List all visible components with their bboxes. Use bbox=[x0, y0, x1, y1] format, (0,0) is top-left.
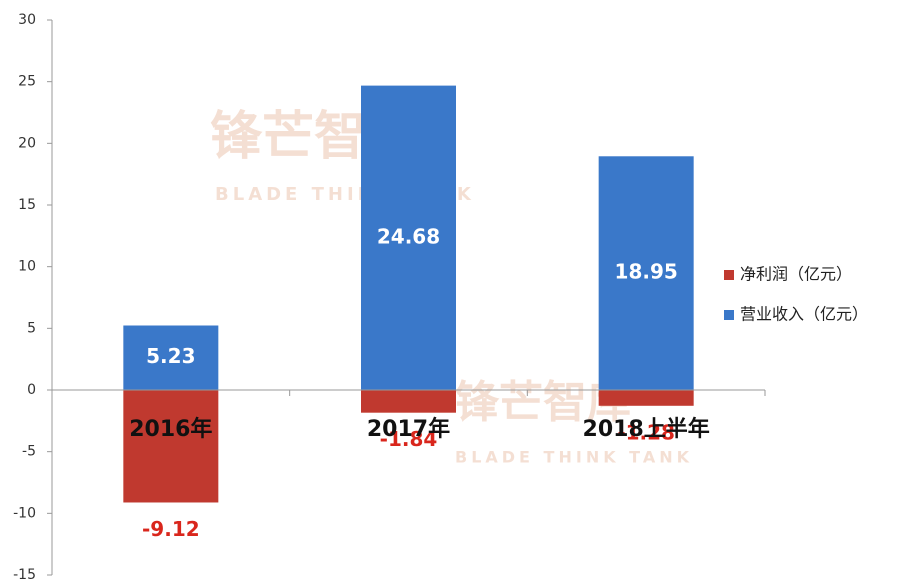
bar bbox=[361, 85, 456, 390]
x-tick-label: 2018上半年 bbox=[583, 416, 710, 442]
y-tick-label: -10 bbox=[13, 505, 36, 521]
y-tick-label: 20 bbox=[18, 135, 36, 151]
legend-label: 营业收入（亿元） bbox=[740, 305, 868, 324]
y-tick-label: -5 bbox=[22, 444, 36, 460]
bar bbox=[123, 325, 219, 390]
legend-swatch bbox=[724, 310, 734, 320]
bar bbox=[598, 156, 694, 390]
value-label: -1.28 bbox=[617, 420, 675, 444]
y-tick-label: 5 bbox=[27, 320, 36, 336]
y-tick-label: 25 bbox=[18, 74, 36, 90]
y-tick-label: 10 bbox=[18, 259, 36, 275]
bar bbox=[123, 390, 219, 503]
legend-label: 净利润（亿元） bbox=[740, 265, 852, 284]
value-label: 18.95 bbox=[615, 260, 678, 284]
bar bbox=[598, 390, 694, 406]
y-tick-label: -15 bbox=[13, 567, 36, 583]
y-tick-label: 0 bbox=[27, 382, 36, 398]
value-label: -1.84 bbox=[380, 427, 438, 451]
value-label: 24.68 bbox=[377, 224, 440, 248]
y-tick-label: 15 bbox=[18, 197, 36, 213]
x-tick-label: 2017年 bbox=[367, 416, 450, 442]
bar bbox=[361, 390, 456, 413]
value-label: 5.23 bbox=[146, 344, 195, 368]
y-tick-label: 30 bbox=[18, 12, 36, 28]
legend-swatch bbox=[724, 270, 734, 280]
x-tick-label: 2016年 bbox=[129, 416, 212, 442]
value-label: -9.12 bbox=[142, 517, 200, 541]
watermark-sub: BLADE THINK TANK bbox=[455, 448, 693, 467]
